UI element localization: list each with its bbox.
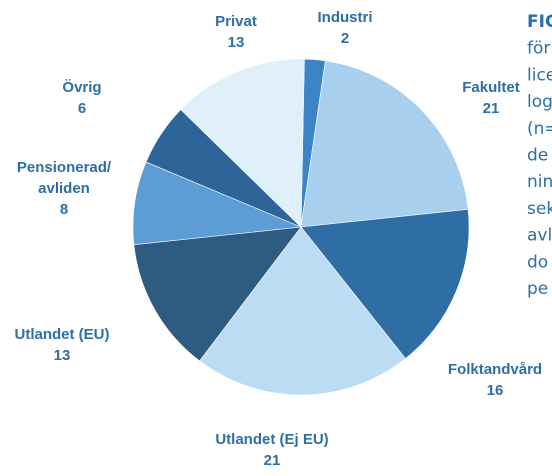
slice-label: Övrig (62, 79, 101, 96)
slice-value: 6 (78, 100, 86, 117)
slice-label: Pensionerad/avliden (17, 159, 112, 197)
caption-line: nin (527, 172, 552, 192)
labels: Industri 2 Fakultet 21 Folktandvård 16 Utlande… (15, 9, 543, 469)
pie-slice (199, 226, 406, 396)
slice-value: 21 (264, 452, 281, 469)
slice-label: Utlandet (Ej EU) (215, 431, 328, 448)
caption-line: sek (527, 199, 552, 219)
pie-slice (180, 58, 305, 228)
slice-label: Folktandvård (448, 361, 542, 378)
caption-line: de (527, 146, 548, 166)
caption-line: log (527, 92, 552, 112)
pie-slice (133, 226, 302, 362)
caption-line: FIG (527, 12, 552, 32)
caption-line: för (527, 39, 550, 59)
slice-label: Industri (318, 9, 373, 26)
slice-label-line: avliden (38, 180, 90, 197)
slice-value: 8 (60, 201, 68, 218)
caption-line: lice (527, 65, 552, 85)
caption: FIG för lice log (n= de nin sek avl do pe (527, 12, 552, 299)
slice-value: 16 (487, 382, 504, 399)
pie-slice (300, 60, 469, 228)
slice-value: 13 (228, 34, 245, 51)
slice-value: 13 (54, 347, 71, 364)
slice-label-line: Pensionerad/ (17, 159, 112, 176)
slice-value: 21 (483, 100, 500, 117)
slice-label: Fakultet (462, 79, 520, 96)
caption-line: pe (527, 279, 548, 299)
caption-line: avl (527, 226, 552, 246)
caption-line: (n= (527, 119, 552, 139)
caption-line: do (527, 252, 548, 272)
slice-label: Privat (215, 13, 257, 30)
pie-slice (300, 208, 470, 359)
pie (132, 58, 470, 396)
slice-label: Utlandet (EU) (15, 326, 110, 343)
slice-value: 2 (341, 30, 349, 47)
